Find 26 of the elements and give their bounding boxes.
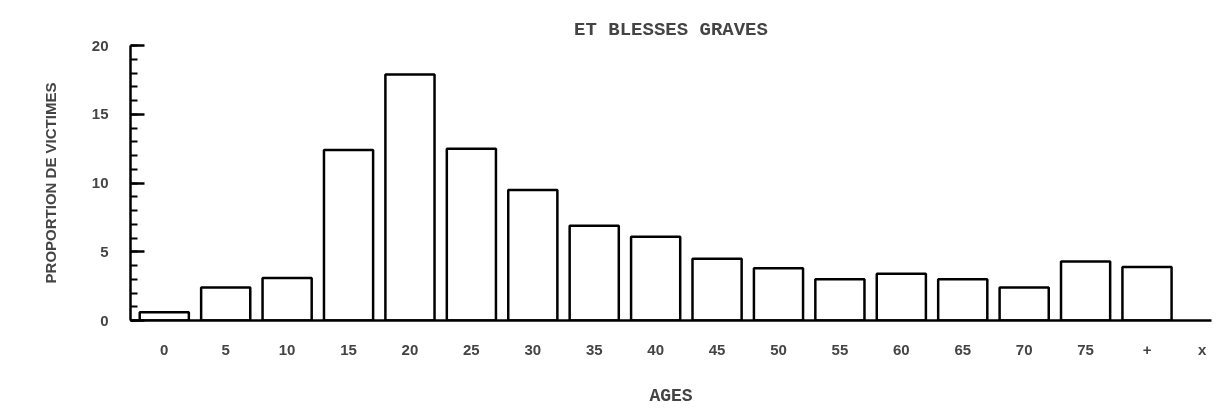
x-tick-label: 55 [831, 340, 849, 358]
x-tick-label: 35 [585, 340, 603, 358]
x-tick-label: 45 [708, 340, 726, 358]
x-tick-label: 15 [340, 340, 357, 358]
x-tick-label: 30 [524, 340, 542, 358]
y-tick-label: 20 [91, 36, 109, 54]
x-tick-label: 5 [221, 340, 230, 358]
x-tick-label: 40 [647, 340, 664, 358]
y-tick-label: 5 [100, 242, 109, 260]
x-tick-label: 0 [160, 340, 169, 358]
y-axis-title: PROPORTION DE VICTIMES [41, 82, 59, 284]
y-tick-label: 0 [100, 311, 109, 329]
x-tick-label: 65 [954, 340, 972, 358]
y-tick-label: 10 [91, 174, 109, 191]
x-tick-label: 50 [770, 340, 787, 358]
x-tick-label: 20 [401, 340, 419, 358]
x-tick-label: + [1142, 340, 1152, 358]
x-tick-label: 75 [1077, 340, 1094, 358]
x-axis-title: AGES [649, 385, 693, 406]
chart-title: ET BLESSES GRAVES [574, 18, 768, 41]
x-tick-label: 10 [278, 340, 296, 358]
x-tick-label: 25 [463, 340, 480, 358]
x-tick-label: 70 [1015, 340, 1033, 358]
x-tick-label: 60 [892, 340, 910, 358]
text: x [1198, 340, 1208, 358]
y-tick-label: 15 [91, 105, 109, 123]
